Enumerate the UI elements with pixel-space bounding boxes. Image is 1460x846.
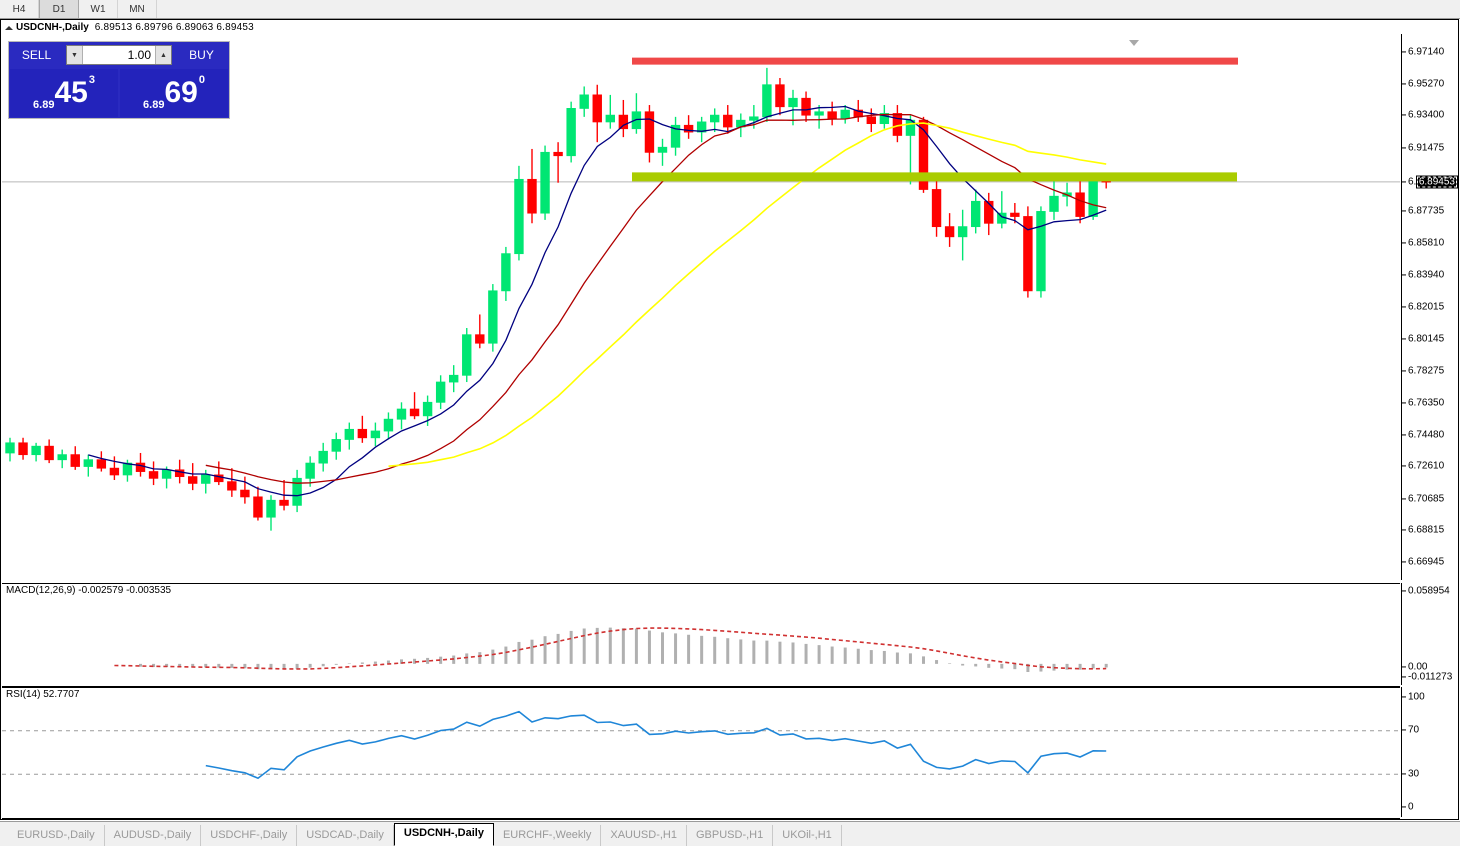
current-price-tag: 6.89453 — [1415, 175, 1458, 189]
price-axis-tick: 6.85810 — [1402, 238, 1444, 249]
rsi-label: RSI(14) 52.7707 — [6, 689, 80, 700]
collapse-triangle-icon[interactable] — [4, 23, 13, 32]
macd-axis-tick: 0.058954 — [1402, 585, 1450, 596]
chart-tab[interactable]: GBPUSD-,H1 — [687, 825, 774, 846]
price-axis-tick: 6.78275 — [1402, 365, 1444, 376]
price-axis-tick: 6.95270 — [1402, 78, 1444, 89]
rsi-axis-tick: 100 — [1402, 691, 1425, 702]
ask-price-display[interactable]: 6.89 69 0 — [120, 69, 228, 117]
price-axis-tick: 6.76350 — [1402, 398, 1444, 409]
rsi-pane[interactable]: RSI(14) 52.7707 — [2, 687, 1400, 818]
price-axis-tick: 6.72610 — [1402, 461, 1444, 472]
buy-button[interactable]: BUY — [174, 42, 229, 68]
period-button-mn[interactable]: MN — [118, 0, 157, 18]
volume-increment-icon[interactable]: ▲ — [155, 46, 171, 64]
trade-panel-quotes: 6.89 45 3 6.89 69 0 — [9, 68, 229, 118]
macd-axis-tick: -0.011273 — [1402, 671, 1452, 682]
chart-tab[interactable]: AUDUSD-,Daily — [105, 825, 202, 846]
bid-price-prefix: 6.89 — [33, 99, 55, 111]
macd-axis-tick: 0.00 — [1402, 661, 1427, 672]
trade-panel-top-row: SELL ▼ 1.00 ▲ BUY — [9, 42, 229, 68]
rsi-axis-tick: 30 — [1402, 768, 1419, 779]
chart-tab[interactable]: EURCHF-,Weekly — [494, 825, 602, 846]
bid-price-fraction: 3 — [88, 74, 95, 86]
rsi-axis-tick: 70 — [1402, 724, 1419, 735]
price-axis-tick: 6.66945 — [1402, 556, 1444, 567]
ask-price-prefix: 6.89 — [143, 99, 165, 111]
price-axis-tick: 6.87735 — [1402, 205, 1444, 216]
chart-tab[interactable]: EURUSD-,Daily — [8, 825, 105, 846]
bid-price-display[interactable]: 6.89 45 3 — [10, 69, 118, 117]
macd-axis: 0.058954 0.00 -0.011273 — [1401, 583, 1459, 685]
macd-label: MACD(12,26,9) -0.002579 -0.003535 — [6, 585, 172, 596]
price-axis-tick: 6.97140 — [1402, 46, 1444, 57]
scroll-position-marker-icon[interactable] — [1129, 40, 1139, 46]
chart-tab[interactable]: USDCAD-,Daily — [297, 825, 394, 846]
rsi-axis-tick: 0 — [1402, 801, 1414, 812]
period-button-d1[interactable]: D1 — [39, 0, 79, 18]
macd-svg — [114, 627, 1108, 672]
chart-tab[interactable]: UKOil-,H1 — [773, 825, 842, 846]
price-axis-tick: 6.80145 — [1402, 333, 1444, 344]
chart-ohlc-values: 6.89513 6.89796 6.89063 6.89453 — [94, 21, 254, 33]
bid-price-main: 45 — [54, 76, 88, 109]
price-axis-tick: 6.82015 — [1402, 302, 1444, 313]
macd-pane[interactable]: MACD(12,26,9) -0.002579 -0.003535 — [2, 583, 1400, 687]
price-axis-tick: 6.74480 — [1402, 429, 1444, 440]
sell-button[interactable]: SELL — [9, 42, 64, 68]
price-axis-tick: 6.91475 — [1402, 142, 1444, 153]
chart-tab-active[interactable]: USDCNH-,Daily — [393, 823, 494, 846]
price-axis: 6.97140 6.95270 6.93400 6.91475 6.89453 6.877… — [1401, 34, 1459, 580]
chart-tab[interactable]: USDCHF-,Daily — [201, 825, 298, 846]
period-button-w1[interactable]: W1 — [79, 0, 118, 18]
volume-decrement-icon[interactable]: ▼ — [67, 46, 83, 64]
volume-input-group[interactable]: ▼ 1.00 ▲ — [66, 45, 172, 65]
price-chart-pane[interactable] — [2, 34, 1400, 580]
chart-tab-bar: EURUSD-,Daily AUDUSD-,Daily USDCHF-,Daily U… — [0, 821, 1460, 846]
price-axis-tick: 6.83940 — [1402, 269, 1444, 280]
chart-tab[interactable]: XAUUSD-,H1 — [601, 825, 687, 846]
rsi-svg — [2, 710, 1400, 780]
ask-price-main: 69 — [164, 76, 198, 109]
rsi-axis: 100 70 30 0 — [1401, 687, 1459, 817]
price-chart-svg — [2, 57, 1400, 531]
chart-window: USDCNH-,Daily 6.89513 6.89796 6.89063 6.… — [0, 19, 1459, 832]
one-click-trading-panel[interactable]: SELL ▼ 1.00 ▲ BUY 6.89 45 3 6.89 69 0 — [8, 41, 230, 119]
period-button-h4[interactable]: H4 — [0, 0, 39, 18]
period-toolbar: H4 D1 W1 MN — [0, 0, 1460, 19]
price-axis-tick: 6.70685 — [1402, 493, 1444, 504]
ask-price-fraction: 0 — [198, 74, 205, 86]
price-axis-tick: 6.68815 — [1402, 525, 1444, 536]
volume-input[interactable]: 1.00 — [83, 46, 155, 64]
price-axis-tick: 6.93400 — [1402, 110, 1444, 121]
chart-titlebar: USDCNH-,Daily 6.89513 6.89796 6.89063 6.… — [1, 20, 1458, 34]
chart-symbol-label: USDCNH-,Daily — [16, 21, 89, 33]
